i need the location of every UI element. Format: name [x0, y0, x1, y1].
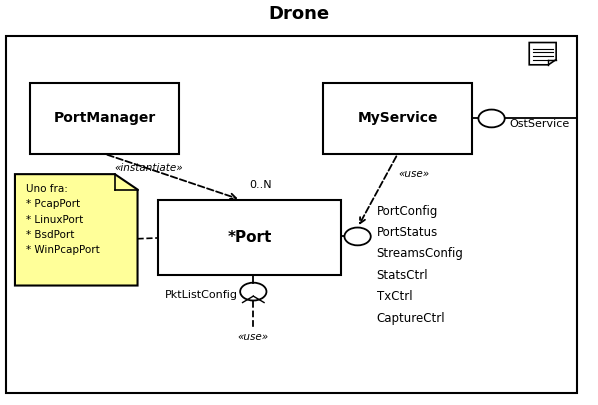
Bar [6, 36, 577, 393]
Text: Drone: Drone [269, 5, 329, 23]
Text: 0..N: 0..N [249, 180, 272, 190]
Text: StreamsConfig: StreamsConfig [377, 247, 463, 260]
Text: «instantiate»: «instantiate» [114, 163, 183, 173]
Text: MyService: MyService [358, 111, 438, 126]
Text: Uno fra:
* PcapPort
* LinuxPort
* BsdPort
* WinPcapPort: Uno fra: * PcapPort * LinuxPort * BsdPor… [26, 184, 99, 255]
Bar [323, 83, 472, 154]
Bar [30, 83, 179, 154]
Bar [158, 200, 341, 275]
Text: StatsCtrl: StatsCtrl [377, 269, 428, 282]
Text: PortConfig: PortConfig [377, 205, 438, 217]
Text: PortStatus: PortStatus [377, 226, 438, 239]
Text: OstService: OstService [509, 119, 570, 129]
Text: «use»: «use» [398, 168, 429, 179]
Text: *Port: *Port [227, 230, 272, 245]
Text: PortManager: PortManager [54, 111, 155, 126]
Text: «use»: «use» [238, 332, 269, 342]
Polygon shape [15, 174, 138, 286]
Text: PktListConfig: PktListConfig [164, 290, 237, 300]
Text: CaptureCtrl: CaptureCtrl [377, 312, 446, 325]
Text: TxCtrl: TxCtrl [377, 290, 413, 303]
Polygon shape [529, 43, 556, 65]
